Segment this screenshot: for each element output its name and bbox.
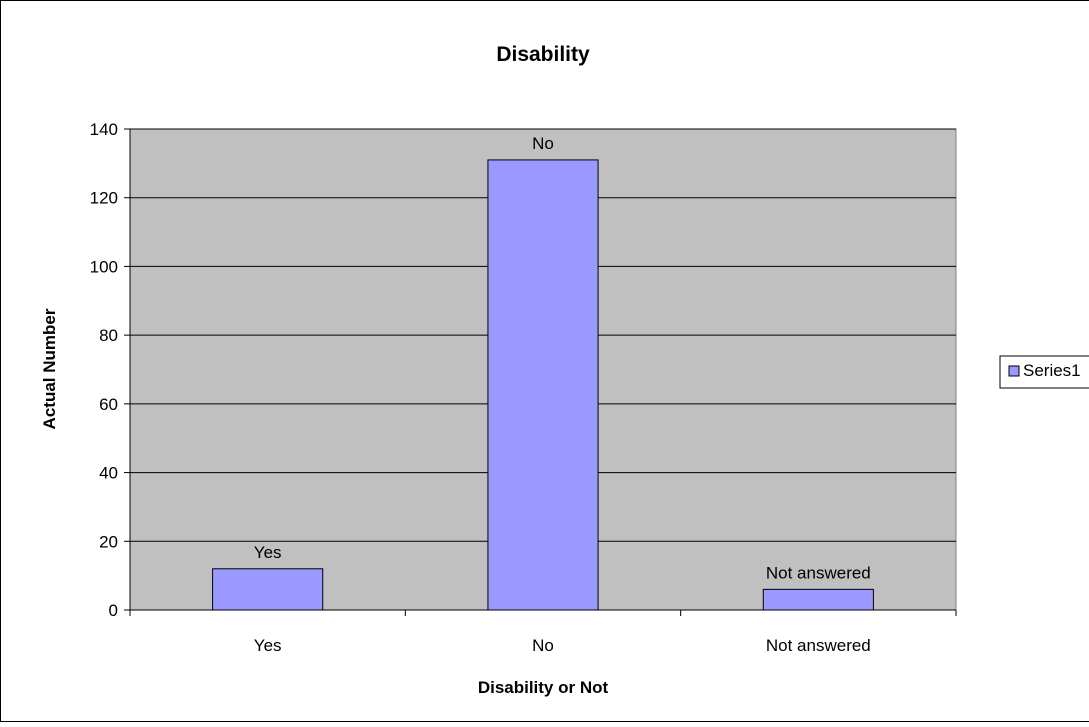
y-tick-label: 100	[90, 257, 118, 276]
y-tick-label: 0	[109, 601, 118, 620]
data-label: Yes	[254, 543, 282, 562]
y-tick-label: 60	[99, 395, 118, 414]
x-tick-label: Yes	[254, 636, 282, 655]
x-tick-label: No	[532, 636, 554, 655]
legend: Series1	[1000, 356, 1089, 388]
y-tick-label: 40	[99, 464, 118, 483]
y-tick-label: 80	[99, 326, 118, 345]
legend-swatch	[1009, 366, 1019, 376]
x-axis-title: Disability or Not	[478, 678, 609, 697]
y-tick-label: 140	[90, 120, 118, 139]
x-tick-label: Not answered	[766, 636, 871, 655]
y-tick-label: 20	[99, 532, 118, 551]
bar-yes	[213, 569, 323, 610]
y-tick-label: 120	[90, 189, 118, 208]
bar-no	[488, 160, 598, 610]
data-label: Not answered	[766, 563, 871, 582]
bar-not-answered	[763, 589, 873, 610]
chart-title: Disability	[496, 43, 590, 66]
y-axis-title: Actual Number	[40, 308, 59, 429]
legend-label: Series1	[1023, 361, 1081, 380]
data-label: No	[532, 134, 554, 153]
